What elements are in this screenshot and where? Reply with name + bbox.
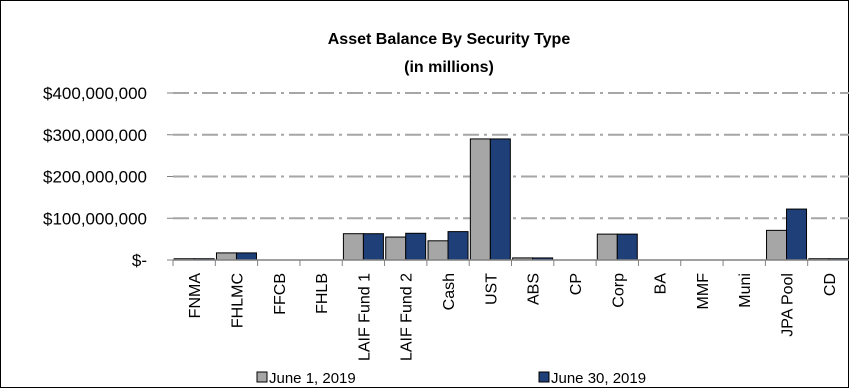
x-category-label: Muni: [737, 273, 754, 308]
gridlines: [173, 92, 849, 220]
chart-title: Asset Balance By Security Type (in milli…: [328, 31, 571, 76]
x-category-label: CD: [822, 273, 839, 296]
x-category-label: UST: [483, 273, 500, 305]
x-category-label: LAIF Fund 1: [356, 273, 373, 361]
chart-subtitle-text: (in millions): [404, 59, 494, 76]
y-tick-label: $200,000,000: [43, 168, 147, 187]
bar-1-14: [786, 208, 808, 261]
x-category-label: MMF: [695, 273, 712, 310]
y-tick-label: $300,000,000: [43, 126, 147, 145]
bar-1-5: [405, 232, 427, 261]
y-tick-label: $400,000,000: [43, 84, 147, 103]
x-axis-category-labels: FNMA FHLMC FFCB FHLB LAIF Fund 1 LAIF Fund 2 C…: [187, 273, 839, 361]
x-category-label: JPA Pool: [780, 273, 797, 337]
bar-1-4: [362, 233, 384, 261]
x-axis: [172, 259, 849, 266]
bar-0-6: [427, 240, 449, 261]
x-category-label: Corp: [610, 273, 627, 308]
y-tick-label: $-: [132, 251, 147, 270]
x-category-label: FNMA: [187, 273, 204, 319]
bar-0-10: [596, 233, 618, 261]
bar-0-1: [215, 252, 237, 261]
bar-0-14: [766, 229, 788, 261]
legend: June 1, 2019 June 30, 2019: [256, 370, 646, 387]
x-category-label: LAIF Fund 2: [399, 273, 416, 361]
bar-1-7: [489, 138, 511, 261]
bar-1-6: [447, 231, 469, 261]
legend-label: June 1, 2019: [269, 370, 356, 387]
y-tick-label: $100,000,000: [43, 209, 147, 228]
bar-0-5: [385, 236, 407, 261]
x-category-label: Cash: [441, 273, 458, 310]
bar-1-10: [616, 233, 638, 261]
legend-swatch: [538, 371, 550, 383]
bar-0-4: [342, 233, 364, 261]
y-axis-ticks: $- $100,000,000 $200,000,000 $300,000,000 $4…: [43, 84, 173, 270]
bars: [173, 138, 849, 261]
x-category-label: FHLMC: [229, 273, 246, 328]
x-category-label: FFCB: [272, 273, 289, 315]
bar-0-7: [469, 138, 491, 261]
bar-1-1: [235, 252, 257, 261]
x-category-label: CP: [568, 273, 585, 295]
legend-swatch: [256, 371, 268, 383]
chart-title-text: Asset Balance By Security Type: [328, 31, 571, 48]
legend-label: June 30, 2019: [551, 370, 646, 387]
x-category-label: ABS: [526, 273, 543, 305]
x-category-label: BA: [653, 273, 670, 295]
x-category-label: FHLB: [314, 273, 331, 314]
